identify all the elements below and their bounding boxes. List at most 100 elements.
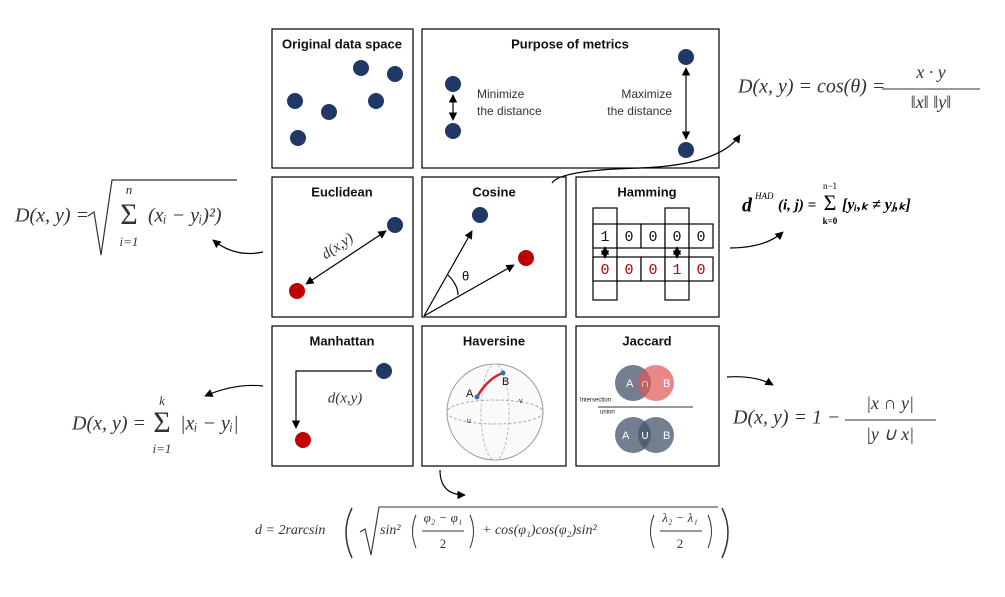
formula-text: |x ∩ y| bbox=[866, 393, 914, 413]
label: B bbox=[502, 376, 509, 388]
label: A bbox=[626, 378, 634, 390]
paren bbox=[345, 507, 353, 559]
formula: d = 2rarcsin sin² φ₂ − φ₁ 2 + cos(φ₁)cos… bbox=[255, 506, 729, 559]
dots bbox=[287, 60, 403, 146]
dot bbox=[387, 66, 403, 82]
paren bbox=[412, 514, 417, 549]
dot bbox=[445, 76, 461, 92]
panel-title: Cosine bbox=[472, 184, 515, 199]
formula-text: (xᵢ − yᵢ)²) bbox=[148, 205, 222, 227]
formula-text: x · y bbox=[915, 62, 945, 82]
cell bbox=[688, 256, 714, 282]
formula-text: HAD bbox=[754, 191, 774, 201]
formula-text: + cos(φ₁)cos(φ₂)sin² bbox=[482, 523, 597, 538]
vector bbox=[423, 264, 515, 317]
cell bbox=[664, 223, 690, 249]
arc bbox=[475, 371, 504, 398]
label: B bbox=[663, 430, 670, 442]
dot bbox=[678, 49, 694, 65]
highlight bbox=[592, 207, 618, 301]
bit: 0 bbox=[696, 229, 705, 246]
formula-text: n bbox=[126, 182, 133, 197]
formula: D(x, y) = cos(θ) = x · y ‖x‖ ‖y‖ bbox=[737, 62, 980, 112]
paren bbox=[650, 514, 655, 549]
dot bbox=[353, 60, 369, 76]
dot bbox=[678, 142, 694, 158]
cell bbox=[688, 223, 714, 249]
formula: D(x, y) = 1 − |x ∩ y| |y ∪ x| bbox=[732, 393, 936, 444]
formula-text: |y ∪ x| bbox=[866, 424, 914, 444]
dot bbox=[287, 93, 303, 109]
panel-title: Jaccard bbox=[622, 333, 671, 348]
connector bbox=[726, 376, 774, 386]
connector bbox=[212, 239, 264, 255]
formula-text: D(x, y) = bbox=[71, 413, 146, 435]
formula-text: i=1 bbox=[153, 441, 172, 456]
sphere bbox=[446, 363, 544, 461]
row: 0 0 0 1 0 bbox=[592, 256, 714, 282]
equator bbox=[446, 399, 544, 425]
dot bbox=[289, 283, 305, 299]
bit: 0 bbox=[600, 262, 609, 279]
label: the distance bbox=[477, 104, 542, 118]
bit: 0 bbox=[672, 229, 681, 246]
formula: D(x, y) = n Σ i=1 (xᵢ − yᵢ)²) bbox=[14, 179, 237, 256]
label: the distance bbox=[607, 104, 672, 118]
label: ∪ bbox=[641, 428, 650, 442]
radical bbox=[359, 506, 718, 556]
meridian bbox=[480, 363, 510, 461]
formula: d HAD (i, j) = n−1 Σ k=0 [yᵢ,ₖ ≠ yⱼ,ₖ] bbox=[742, 181, 911, 226]
connector bbox=[729, 231, 784, 249]
paren bbox=[721, 507, 729, 559]
cell bbox=[592, 223, 618, 249]
formula-text: (i, j) = bbox=[778, 197, 816, 213]
panel-title: Purpose of metrics bbox=[511, 36, 629, 51]
bit: 0 bbox=[624, 262, 633, 279]
formula-text: d = 2rarcsin bbox=[255, 523, 325, 538]
label: d(x,y) bbox=[328, 390, 363, 406]
formula-text: 2 bbox=[677, 536, 684, 551]
panel-title: Original data space bbox=[282, 36, 402, 51]
vector bbox=[423, 230, 473, 317]
label: v bbox=[519, 398, 523, 405]
label: B bbox=[663, 378, 670, 390]
formula-text: D(x, y) = 1 − bbox=[732, 407, 841, 429]
set bbox=[638, 365, 674, 401]
bit: 1 bbox=[672, 262, 681, 279]
formula: D(x, y) = k Σ i=1 |xᵢ − yᵢ| bbox=[71, 393, 239, 456]
formula-text: Σ bbox=[120, 198, 137, 231]
formula-text: D(x, y) = bbox=[14, 205, 89, 227]
dot bbox=[472, 207, 488, 223]
formula-text: k=0 bbox=[823, 216, 838, 226]
dot bbox=[518, 250, 534, 266]
arrow bbox=[305, 230, 387, 285]
formula-text: n−1 bbox=[823, 181, 837, 191]
formula-text: k bbox=[159, 393, 165, 408]
dot bbox=[368, 93, 384, 109]
label: Maximize bbox=[621, 87, 672, 101]
formula-text: i=1 bbox=[120, 234, 139, 249]
label: union bbox=[600, 410, 615, 416]
panel bbox=[421, 176, 567, 318]
formula-text: [yᵢ,ₖ ≠ yⱼ,ₖ] bbox=[842, 197, 911, 214]
dot bbox=[290, 130, 306, 146]
panel-title: Euclidean bbox=[311, 184, 372, 199]
label: A bbox=[466, 388, 474, 400]
point bbox=[500, 370, 506, 376]
formula-text: D(x, y) = cos(θ) = bbox=[737, 76, 885, 98]
connector bbox=[551, 134, 741, 184]
label: u bbox=[467, 418, 471, 425]
label: ∩ bbox=[641, 376, 650, 390]
point bbox=[474, 394, 480, 400]
label: Intersection bbox=[580, 398, 611, 404]
row: 1 0 0 0 0 bbox=[592, 223, 714, 249]
panel bbox=[421, 28, 720, 169]
formula-text: Σ bbox=[824, 190, 837, 215]
label: Minimize bbox=[477, 87, 525, 101]
bit: 1 bbox=[600, 229, 609, 246]
angle-arc bbox=[447, 274, 459, 296]
arrow bbox=[291, 370, 372, 429]
set bbox=[638, 417, 674, 453]
